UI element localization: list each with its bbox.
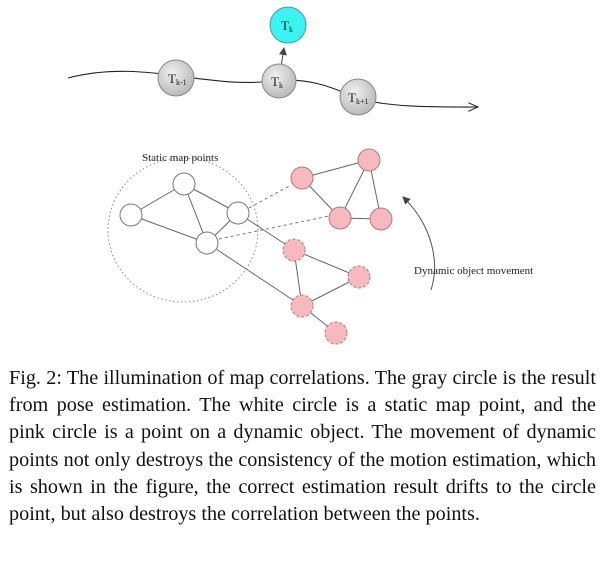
static-map-points xyxy=(119,172,250,255)
static-point xyxy=(119,203,143,227)
svg-text:Tk: Tk xyxy=(271,74,283,90)
static-point xyxy=(226,201,250,225)
svg-text:Tk-1: Tk-1 xyxy=(168,71,187,87)
dynamic-points-current xyxy=(290,148,393,231)
pose-node-tk-plus-1: Tk+1 xyxy=(339,78,377,116)
figure-caption: Fig. 2: The illumination of map correlat… xyxy=(9,367,596,526)
dynamic-point xyxy=(347,265,371,289)
static-points-region xyxy=(107,157,259,303)
dynamic-points-previous xyxy=(282,238,371,345)
static-point xyxy=(172,172,196,196)
dynamic-point xyxy=(369,207,393,231)
dynamic-point xyxy=(282,238,306,262)
dynamic-movement-arrow xyxy=(402,196,435,291)
dynamic-point xyxy=(290,294,314,318)
dynamic-point xyxy=(324,321,348,345)
map-correlation-diagram: Tk-1 Tk Tk+1 Tk Static map points xyxy=(67,6,533,345)
correspondence-lines xyxy=(218,184,330,240)
svg-text:Tk+1: Tk+1 xyxy=(348,90,368,106)
svg-text:Tk: Tk xyxy=(281,18,293,34)
pose-node-tk-estimated: Tk xyxy=(269,6,307,44)
static-point xyxy=(195,231,219,255)
pose-node-tk-minus-1: Tk-1 xyxy=(157,59,195,97)
dynamic-point xyxy=(357,148,381,172)
dynamic-point xyxy=(290,166,314,190)
pose-node-tk: Tk xyxy=(261,63,297,99)
dynamic-point xyxy=(328,206,352,230)
dynamic-object-movement-label: Dynamic object movement xyxy=(414,265,533,277)
static-map-points-label: Static map points xyxy=(142,152,218,164)
